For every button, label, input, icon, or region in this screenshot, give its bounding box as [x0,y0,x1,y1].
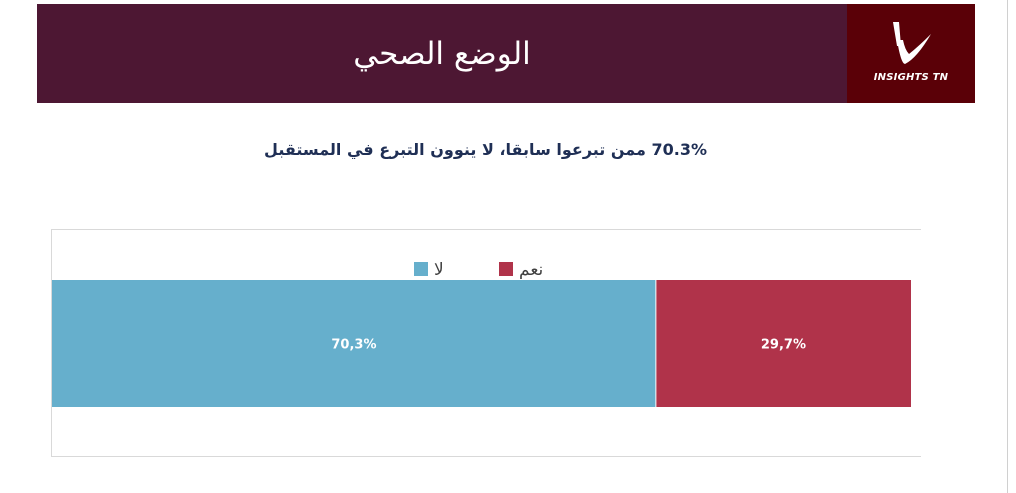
legend-swatch-1 [499,262,513,276]
data-label-0: 70,3% [331,338,376,353]
legend-label-0: لا [434,260,444,280]
logo-mark-icon [893,22,931,64]
logo: INSIGHTS TN [847,4,975,103]
header-banner: الوضع الصحي [37,4,847,103]
chart-area: 70,3% 29,7% لا نعم [51,229,921,457]
data-label-1: 29,7% [761,338,806,353]
chart-subtitle: 70.3% ممن تبرعوا سابقا، لا ينوون التبرع … [264,140,707,159]
page-title: الوضع الصحي [353,35,531,72]
bar-segment-0 [52,280,656,407]
bar-segment-1 [655,280,911,407]
legend-label-1: نعم [519,260,543,280]
stacked-bar-chart: 70,3% 29,7% لا نعم [52,260,911,407]
logo-text: INSIGHTS TN [873,72,949,83]
legend-swatch-0 [414,262,428,276]
